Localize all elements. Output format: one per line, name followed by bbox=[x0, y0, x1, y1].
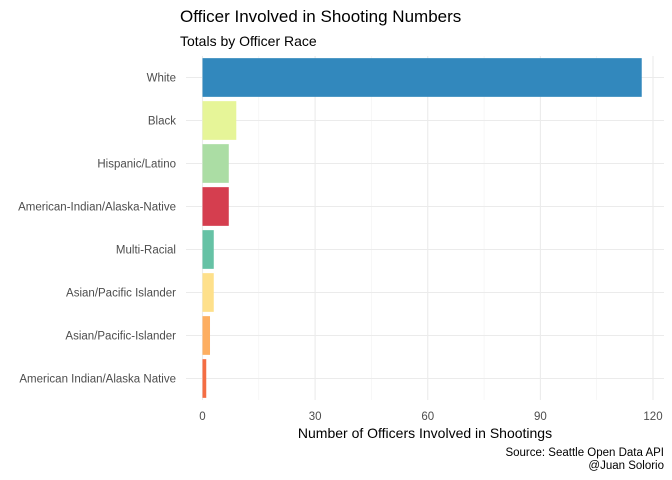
chart-caption: Source: Seattle Open Data API @Juan Solo… bbox=[505, 447, 664, 473]
bar bbox=[202, 230, 214, 269]
x-tick-labels: 0 30 60 90 120 bbox=[199, 411, 662, 423]
chart-title: Officer Involved in Shooting Numbers bbox=[180, 7, 462, 26]
y-tick-label: Asian/Pacific Islander bbox=[66, 288, 176, 300]
bar bbox=[202, 58, 642, 97]
x-tick-label: 120 bbox=[643, 411, 662, 423]
caption-source: Source: Seattle Open Data API bbox=[505, 447, 664, 459]
y-tick-label: American-Indian/Alaska-Native bbox=[18, 202, 176, 214]
bar bbox=[202, 316, 211, 355]
x-tick-label: 60 bbox=[421, 411, 434, 423]
x-axis-title: Number of Officers Involved in Shootings bbox=[298, 425, 552, 441]
y-tick-label: Multi-Racial bbox=[116, 245, 176, 257]
category-labels: White Black Hispanic/Latino American-Indian… bbox=[18, 73, 176, 386]
y-tick-label: Asian/Pacific-Islander bbox=[65, 331, 176, 343]
y-tick-label: White bbox=[147, 73, 176, 85]
bar bbox=[202, 359, 207, 398]
bar bbox=[202, 144, 229, 183]
y-tick-label: Black bbox=[148, 116, 176, 128]
caption-author: @Juan Solorio bbox=[588, 460, 664, 472]
bar bbox=[202, 273, 214, 312]
x-tick-label: 90 bbox=[534, 411, 547, 423]
x-tick-label: 30 bbox=[309, 411, 322, 423]
y-tick-label: American Indian/Alaska Native bbox=[19, 374, 176, 386]
bar bbox=[202, 101, 237, 140]
bar bbox=[202, 187, 229, 226]
y-tick-label: Hispanic/Latino bbox=[97, 159, 176, 171]
chart-subtitle: Totals by Officer Race bbox=[180, 33, 317, 49]
bars bbox=[202, 58, 642, 398]
x-tick-label: 0 bbox=[199, 411, 205, 423]
grid-lines bbox=[186, 56, 664, 400]
